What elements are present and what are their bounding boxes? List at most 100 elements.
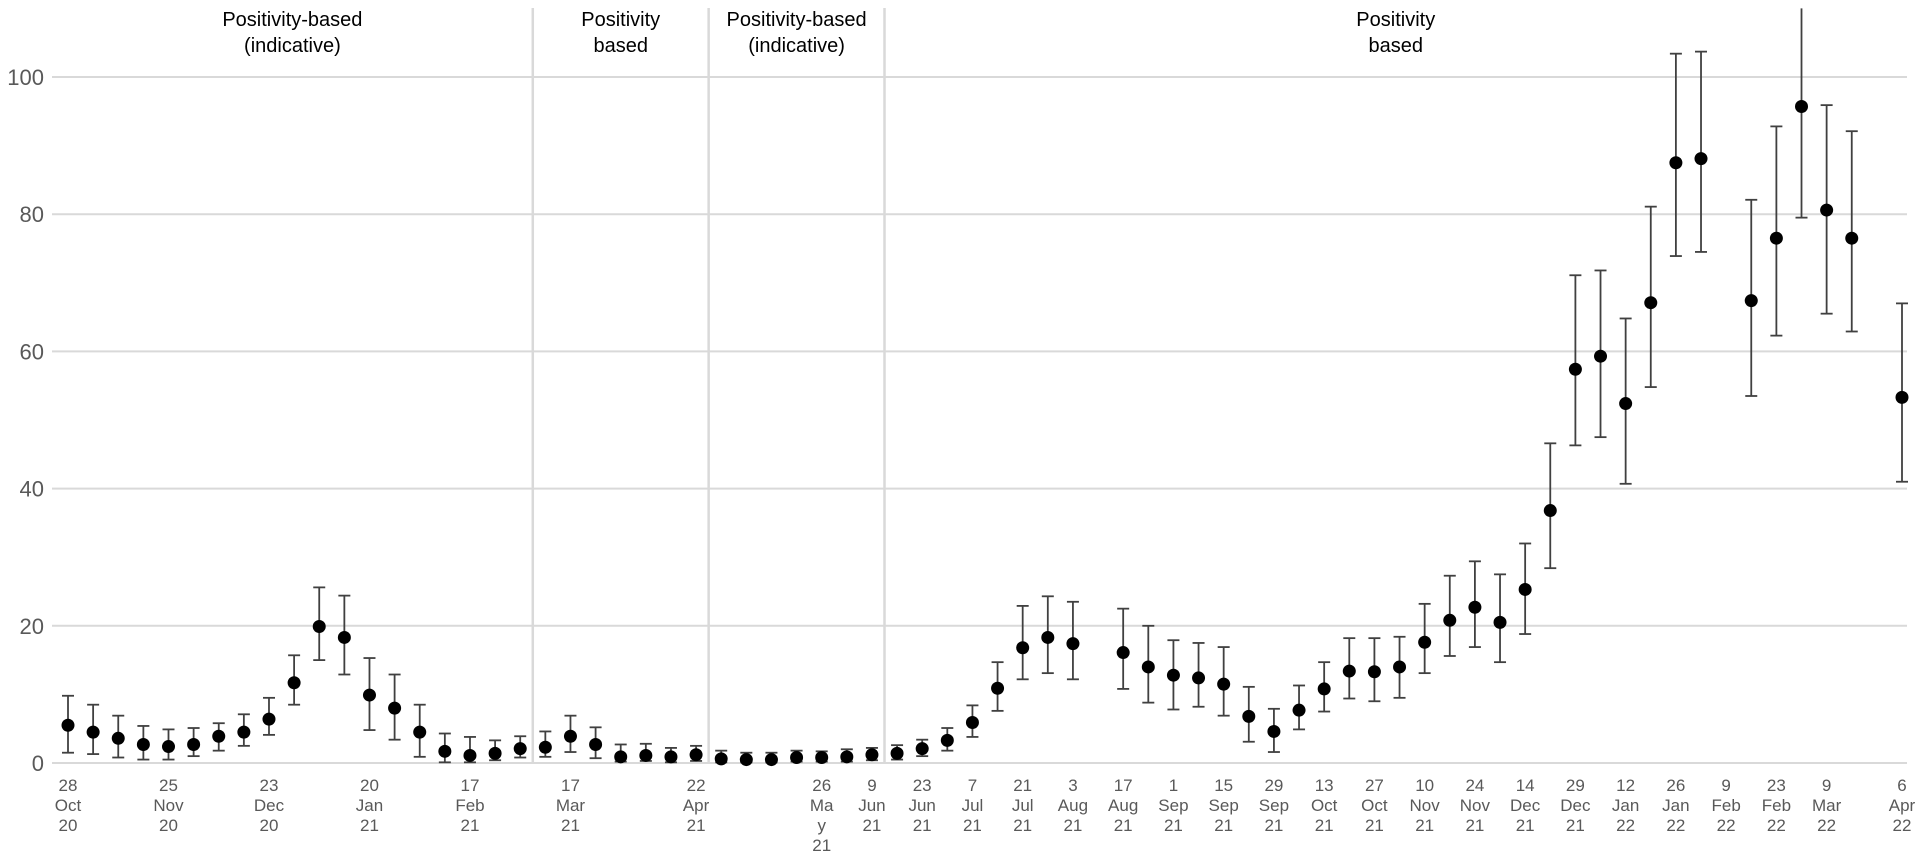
x-tick-label-line: 20 [360,776,379,795]
x-tick-label-line: 23 [260,776,279,795]
data-point [1016,641,1030,655]
x-tick-label-line: 21 [862,816,881,835]
x-tick-label-line: Jun [908,796,935,815]
data-point [790,751,804,765]
x-tick-label-line: 10 [1415,776,1434,795]
y-tick-label: 100 [7,65,44,90]
gridlines [52,76,1907,764]
y-tick-label: 0 [32,751,44,776]
data-point [1769,231,1783,245]
x-tick-label-line: 7 [968,776,977,795]
data-point [262,712,276,726]
x-tick-label-line: Jul [962,796,984,815]
x-tick-label-line: 21 [360,816,379,835]
data-point [1292,703,1306,717]
data-point [287,676,301,690]
x-tick-label-line: Ma [810,796,834,815]
data-point [1820,203,1834,217]
data-point [1267,724,1281,738]
data-point [1468,600,1482,614]
data-point [563,729,577,743]
error-bar [1795,8,1808,219]
data-point [362,688,376,702]
x-tick-label-line: 9 [1822,776,1831,795]
x-tick-label-line: 21 [1315,816,1334,835]
x-tick-label-line: 21 [1013,776,1032,795]
x-tick-label-line: 22 [1893,816,1912,835]
data-point [1895,390,1909,404]
x-axis-ticks: 28Oct2025Nov2023Dec2020Jan2117Feb2117Mar… [55,776,1916,855]
data-point [915,742,929,756]
x-tick-label-line: 22 [1666,816,1685,835]
data-point [1393,660,1407,674]
x-tick-label-line: 21 [1264,816,1283,835]
x-tick-label-line: 22 [1767,816,1786,835]
x-tick-label-line: 6 [1897,776,1906,795]
data-point [1192,671,1206,685]
x-tick-label-line: 22 [687,776,706,795]
data-point [161,740,175,754]
data-point [940,733,954,747]
data-point [1669,156,1683,170]
data-point [1317,682,1331,696]
x-tick-label-line: 20 [59,816,78,835]
x-tick-label-line: Dec [1560,796,1591,815]
data-point [714,752,728,766]
data-point [61,718,75,732]
x-tick-label-line: 27 [1365,776,1384,795]
data-point [212,729,226,743]
x-tick-label-line: 21 [1063,816,1082,835]
data-point [1418,635,1432,649]
x-tick-label-line: 21 [913,816,932,835]
x-tick-label-line: 21 [1013,816,1032,835]
data-point [1744,294,1758,308]
period-labels: Positivity-based (indicative) Positivity ba… [222,9,1435,57]
x-tick-label-line: 21 [687,816,706,835]
x-tick-label-line: 22 [1817,816,1836,835]
data-point [1217,677,1231,691]
data-point [1493,615,1507,629]
data-point [1041,630,1055,644]
x-tick-label-line: Nov [153,796,184,815]
x-tick-label-line: Feb [1711,796,1740,815]
data-point [1066,637,1080,651]
x-tick-label-line: 9 [867,776,876,795]
x-tick-label-line: 21 [1365,816,1384,835]
x-tick-label-line: 1 [1169,776,1178,795]
x-tick-label-line: y [817,816,826,835]
data-point [136,737,150,751]
x-tick-label-line: Sep [1259,796,1289,815]
x-tick-label-line: Nov [1410,796,1441,815]
data-point [337,630,351,644]
x-tick-label-line: 9 [1721,776,1730,795]
x-tick-label-line: 21 [812,836,831,855]
x-tick-label-line: Aug [1058,796,1088,815]
x-tick-label-line: Jan [1662,796,1689,815]
x-tick-label-line: 29 [1264,776,1283,795]
x-tick-label-line: 23 [1767,776,1786,795]
x-tick-label-line: 21 [461,816,480,835]
data-point [764,753,778,767]
x-tick-label-line: 25 [159,776,178,795]
data-point [1342,664,1356,678]
